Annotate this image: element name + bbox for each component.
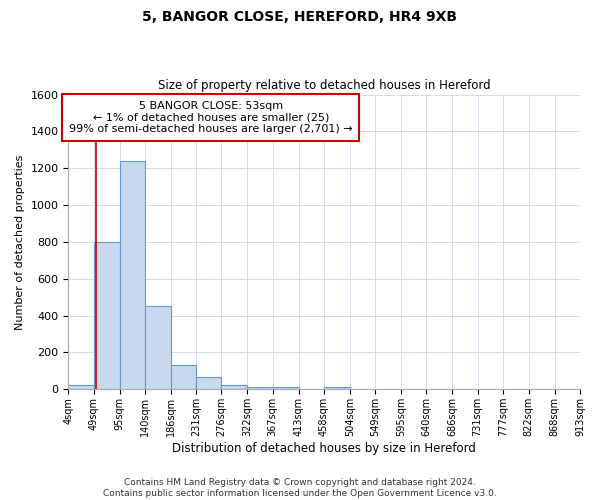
Bar	[171, 366, 196, 390]
Bar	[196, 378, 221, 390]
Bar	[94, 242, 119, 390]
Bar	[145, 306, 171, 390]
Text: 5, BANGOR CLOSE, HEREFORD, HR4 9XB: 5, BANGOR CLOSE, HEREFORD, HR4 9XB	[143, 10, 458, 24]
Text: 5 BANGOR CLOSE: 53sqm
← 1% of detached houses are smaller (25)
99% of semi-detac: 5 BANGOR CLOSE: 53sqm ← 1% of detached h…	[69, 101, 353, 134]
Title: Size of property relative to detached houses in Hereford: Size of property relative to detached ho…	[158, 79, 491, 92]
Bar	[221, 384, 247, 390]
Bar	[324, 386, 350, 390]
Y-axis label: Number of detached properties: Number of detached properties	[15, 154, 25, 330]
Bar	[68, 384, 94, 390]
Bar	[247, 386, 273, 390]
Text: Contains HM Land Registry data © Crown copyright and database right 2024.
Contai: Contains HM Land Registry data © Crown c…	[103, 478, 497, 498]
X-axis label: Distribution of detached houses by size in Hereford: Distribution of detached houses by size …	[172, 442, 476, 455]
Bar	[273, 386, 299, 390]
Bar	[119, 161, 145, 390]
